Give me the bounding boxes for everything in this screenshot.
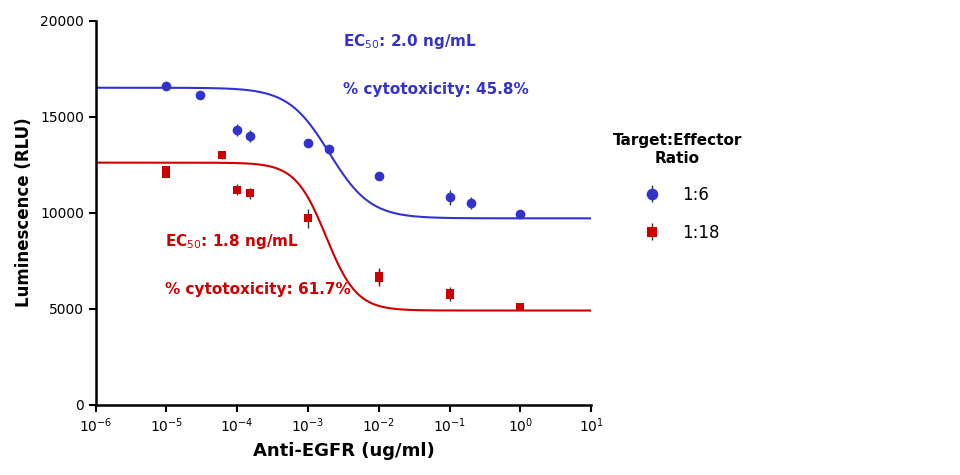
Y-axis label: Luminescence (RLU): Luminescence (RLU) (15, 118, 33, 307)
Text: EC$_{50}$: 2.0 ng/mL: EC$_{50}$: 2.0 ng/mL (344, 32, 477, 51)
Text: EC$_{50}$: 1.8 ng/mL: EC$_{50}$: 1.8 ng/mL (165, 232, 299, 251)
Text: % cytotoxicity: 61.7%: % cytotoxicity: 61.7% (165, 282, 350, 297)
X-axis label: Anti-EGFR (ug/ml): Anti-EGFR (ug/ml) (252, 442, 434, 460)
Legend: 1:6, 1:18: 1:6, 1:18 (605, 125, 751, 250)
Text: % cytotoxicity: 45.8%: % cytotoxicity: 45.8% (344, 82, 529, 97)
